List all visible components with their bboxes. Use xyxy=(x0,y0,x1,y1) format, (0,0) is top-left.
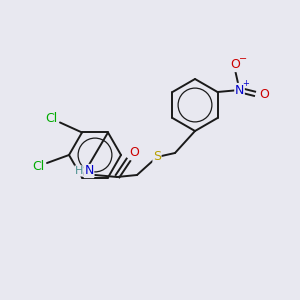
Text: Cl: Cl xyxy=(45,112,57,125)
Text: S: S xyxy=(153,151,161,164)
Text: N: N xyxy=(235,83,244,97)
Text: H: H xyxy=(75,166,83,176)
Text: O: O xyxy=(260,88,269,100)
Text: Cl: Cl xyxy=(32,160,44,173)
Text: N: N xyxy=(84,164,94,178)
Text: O: O xyxy=(129,146,139,160)
Text: +: + xyxy=(242,80,249,88)
Text: −: − xyxy=(239,54,247,64)
Text: O: O xyxy=(231,58,241,71)
